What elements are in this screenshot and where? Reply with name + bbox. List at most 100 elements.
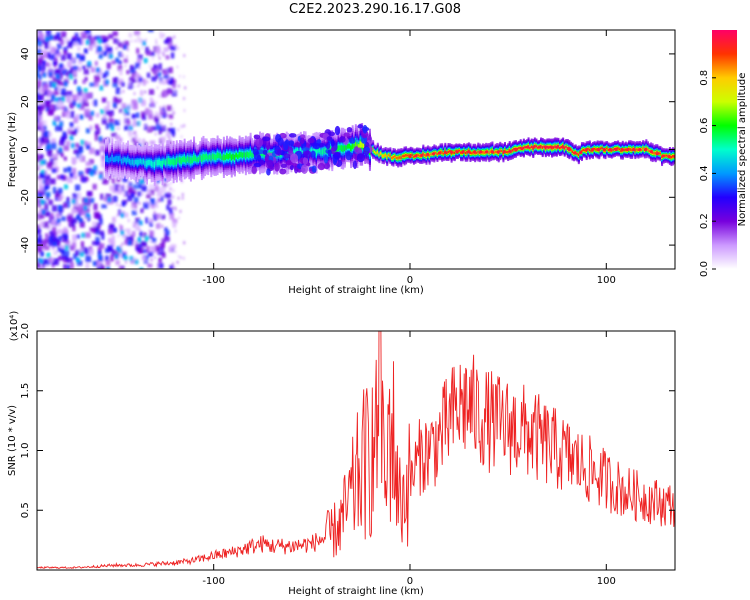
heatmap-cell	[59, 38, 65, 45]
heatmap-cell	[42, 159, 47, 165]
heatmap-cell	[172, 218, 178, 224]
heatmap-cell	[152, 126, 157, 131]
heatmap-cell	[513, 147, 516, 151]
heatmap-cell	[623, 148, 626, 151]
heatmap-cell	[310, 148, 313, 153]
heatmap-cell	[121, 110, 124, 114]
heatmap-cell	[248, 152, 251, 159]
heatmap-cell	[108, 157, 111, 163]
heatmap-cell	[113, 96, 118, 103]
heatmap-cell	[409, 153, 412, 157]
heatmap-cell	[55, 51, 62, 58]
heatmap-cell	[133, 258, 136, 262]
heatmap-cell	[166, 204, 170, 211]
heatmap-cell	[127, 122, 130, 126]
heatmap-cell	[158, 128, 162, 135]
heatmap-cell	[116, 186, 119, 190]
heatmap-cell	[167, 80, 173, 85]
heatmap-cell	[134, 159, 137, 165]
heatmap-cell	[109, 223, 115, 229]
heatmap-cell	[142, 40, 147, 46]
heatmap-cell	[100, 109, 105, 115]
heatmap-cell	[78, 99, 83, 106]
heatmap-cell	[665, 154, 668, 157]
heatmap-cell	[400, 156, 403, 160]
heatmap-cell	[173, 111, 176, 115]
heatmap-cell	[606, 147, 609, 150]
heatmap-cell	[39, 140, 44, 147]
heatmap-cell	[76, 95, 81, 101]
heatmap-cell	[90, 67, 96, 73]
heatmap-cell	[471, 152, 474, 155]
heatmap-cell	[58, 37, 62, 42]
heatmap-cell	[359, 141, 362, 148]
heatmap-cell	[101, 155, 106, 162]
heatmap-cell	[89, 171, 94, 177]
heatmap-cell	[151, 246, 154, 250]
heatmap-cell	[143, 202, 149, 209]
heatmap-cell	[94, 81, 99, 86]
heatmap-cell	[144, 90, 147, 94]
heatmap-cell	[631, 148, 634, 152]
heatmap-cell	[148, 251, 154, 257]
heatmap-cell	[88, 159, 94, 165]
heatmap-cell	[54, 88, 60, 96]
heatmap-cell	[45, 233, 49, 239]
heatmap-cell	[241, 152, 244, 158]
heatmap-cell	[229, 152, 232, 159]
heatmap-cell	[181, 125, 184, 129]
heatmap-cell	[127, 194, 133, 202]
heatmap-cell	[161, 111, 167, 119]
heatmap-cell	[134, 131, 137, 135]
heatmap-cell	[148, 184, 154, 190]
heatmap-cell	[50, 231, 55, 239]
heatmap-cell	[139, 99, 142, 103]
heatmap-cell	[157, 44, 160, 48]
heatmap-cell	[68, 220, 75, 228]
heatmap-cell	[159, 106, 162, 110]
heatmap-cell	[172, 158, 175, 166]
heatmap-cell	[155, 159, 158, 166]
heatmap-cell	[118, 127, 121, 131]
heatmap-cell	[116, 127, 119, 131]
heatmap-cell	[132, 131, 135, 135]
heatmap-cell	[163, 159, 166, 164]
heatmap-cell	[37, 237, 41, 245]
heatmap-cell	[107, 228, 114, 235]
heatmap-cell	[39, 172, 44, 178]
heatmap-cell	[55, 194, 61, 201]
heatmap-cell	[104, 36, 109, 42]
heatmap-cell	[64, 184, 69, 190]
heatmap-cell	[119, 82, 122, 86]
heatmap-cell	[133, 187, 136, 191]
heatmap-cell	[139, 247, 144, 254]
heatmap-cell	[94, 124, 99, 130]
heatmap-cell	[101, 97, 107, 103]
heatmap-cell	[98, 136, 103, 142]
heatmap-cell	[161, 241, 166, 248]
heatmap-cell	[105, 70, 109, 76]
heatmap-cell	[157, 68, 160, 72]
heatmap-cell	[107, 197, 112, 203]
heatmap-cell	[117, 42, 123, 48]
heatmap-ridge	[105, 123, 675, 186]
heatmap-cell	[106, 62, 112, 69]
heatmap-cell	[66, 113, 72, 119]
heatmap-cell	[73, 42, 79, 47]
heatmap-cell	[52, 120, 57, 126]
heatmap-cell	[112, 77, 118, 84]
heatmap-cell	[37, 91, 40, 97]
heatmap-cell	[105, 193, 112, 200]
heatmap-cell	[77, 46, 81, 52]
heatmap-cell	[45, 36, 50, 42]
heatmap-cell	[164, 160, 167, 166]
heatmap-cell	[63, 145, 70, 151]
heatmap-cell	[136, 79, 139, 83]
heatmap-cell	[132, 102, 138, 110]
heatmap-cell	[114, 156, 117, 162]
heatmap-cell	[55, 190, 61, 198]
heatmap-cell	[118, 248, 123, 254]
heatmap-cell	[140, 40, 143, 44]
heatmap-cell	[72, 167, 77, 175]
heatmap-cell	[207, 155, 210, 161]
